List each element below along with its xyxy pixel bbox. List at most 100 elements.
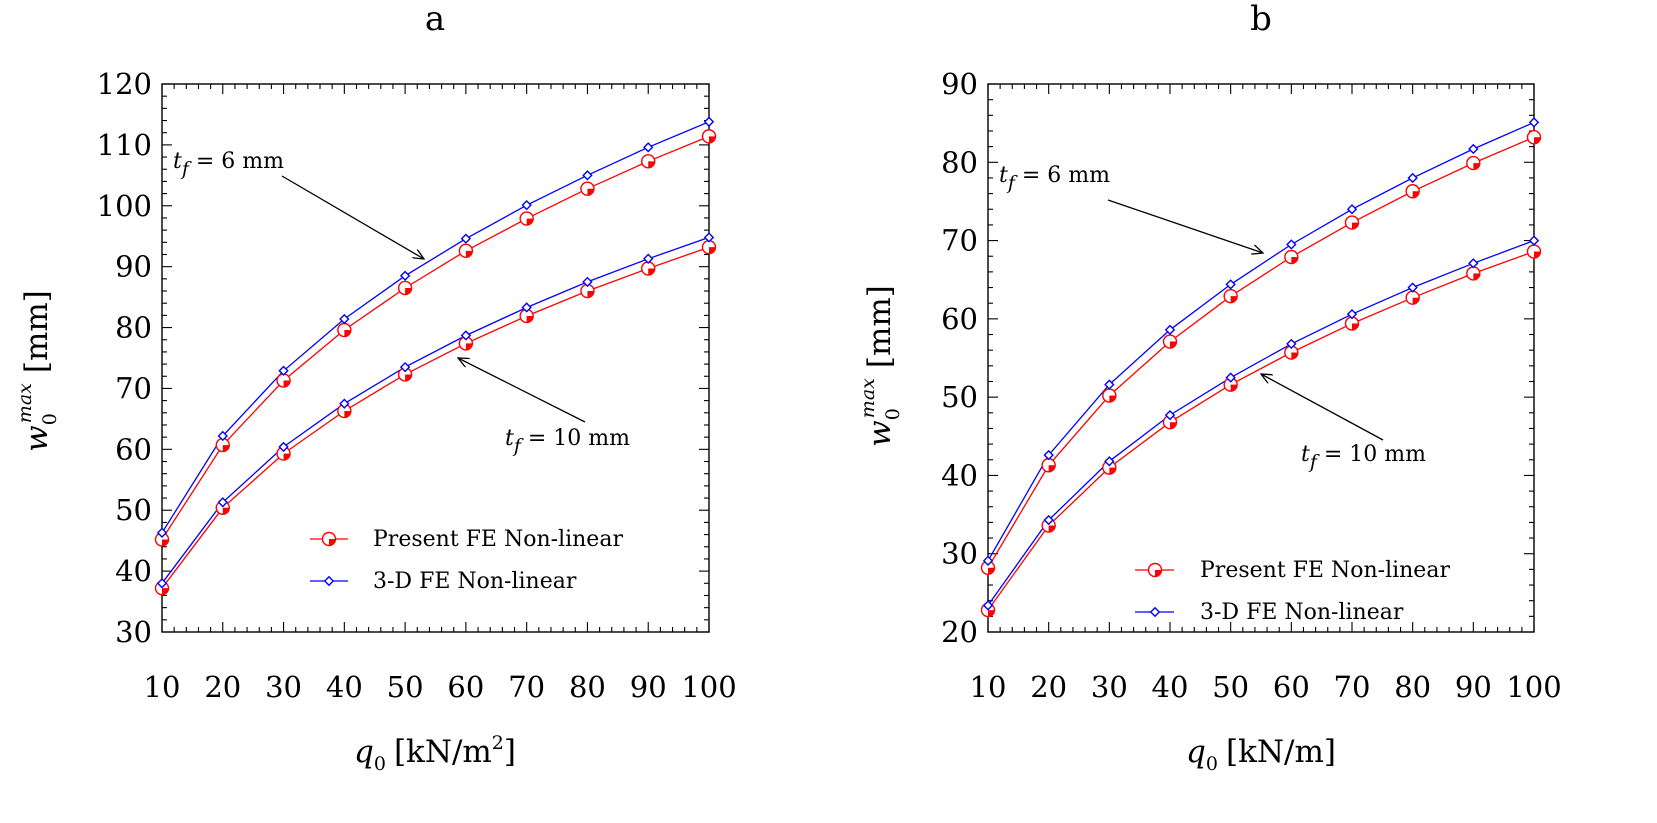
data-point-diamond — [156, 527, 168, 538]
data-point-diamond — [1164, 409, 1176, 421]
x-tick-label: 80 — [569, 670, 606, 704]
y-tick-label: 80 — [115, 311, 152, 345]
data-point-diamond — [1468, 143, 1479, 155]
y-tick-label: 60 — [941, 302, 978, 336]
data-point-diamond — [156, 578, 168, 589]
axis-ticks — [987, 83, 1535, 633]
data-point-diamond — [278, 441, 289, 453]
data-point-diamond — [582, 170, 593, 181]
arrow-tf-6mm — [1107, 199, 1263, 253]
data-point-circle — [337, 322, 352, 338]
data-point-circle — [337, 403, 352, 419]
chart-panel-a: a 30 40 50 60 70 80 90 100 110 120 10 20 30 40 50 60 70… — [14, 0, 737, 775]
x-tick-label: 90 — [1455, 670, 1492, 704]
data-point-diamond — [1528, 235, 1540, 246]
data-point-diamond — [1468, 258, 1479, 269]
annotation-tf-6mm: tf = 6 mm — [173, 149, 284, 180]
data-point-diamond — [521, 302, 532, 313]
data-point-diamond — [460, 330, 472, 341]
data-point-diamond — [703, 116, 715, 127]
x-tick-label: 50 — [387, 670, 424, 704]
data-point-circle — [276, 446, 291, 461]
data-point-diamond — [1286, 338, 1297, 350]
data-point-diamond — [582, 276, 593, 288]
data-point-circle — [1526, 244, 1542, 259]
legend: Present FE Non-linear 3-D FE Non-linear — [310, 527, 623, 594]
data-point-diamond — [643, 142, 654, 153]
annotation-tf-6mm: tf = 6 mm — [999, 163, 1110, 194]
data-point-diamond — [1528, 117, 1540, 128]
data-series — [980, 117, 1542, 618]
y-tick-label: 40 — [941, 458, 978, 492]
data-point-diamond — [217, 430, 228, 442]
y-tick-label: 40 — [115, 554, 152, 588]
legend-diamond-symbol — [1149, 606, 1161, 618]
data-point-diamond — [1407, 282, 1418, 293]
series-line — [987, 239, 1535, 606]
legend-marker-present — [321, 531, 337, 547]
data-point-diamond — [399, 361, 411, 373]
x-tick-label: 20 — [1030, 670, 1067, 704]
y-axis-title: w0max[mm] — [14, 290, 61, 452]
data-point-diamond — [1043, 514, 1054, 526]
plot-frame — [161, 83, 710, 633]
series-line — [987, 136, 1535, 569]
data-point-diamond — [1225, 279, 1236, 290]
y-axis-title: w0max[mm] — [857, 285, 904, 447]
data-point-diamond — [460, 233, 472, 244]
data-point-diamond — [1286, 239, 1297, 250]
legend-label-3d: 3-D FE Non-linear — [373, 569, 577, 594]
data-point-diamond — [1104, 379, 1115, 390]
y-tick-labels: 30 40 50 60 70 80 90 100 110 120 — [97, 67, 152, 649]
series-line — [161, 236, 710, 584]
data-point-circle — [519, 211, 534, 226]
y-tick-label: 30 — [941, 537, 978, 571]
x-tick-label: 20 — [204, 670, 241, 704]
x-axis-title: q0 [kN/m] — [1186, 734, 1336, 775]
legend-label-3d: 3-D FE Non-linear — [1200, 600, 1404, 625]
y-tick-label: 120 — [97, 67, 152, 101]
data-point-circle — [458, 243, 474, 259]
x-tick-label: 80 — [1394, 670, 1431, 704]
x-tick-label: 70 — [1334, 670, 1371, 704]
annotation-tf-10mm: tf = 10 mm — [1301, 442, 1426, 473]
panel-title: b — [1250, 0, 1272, 39]
annotation-tf-10mm: tf = 10 mm — [505, 426, 630, 457]
y-tick-label: 100 — [97, 189, 152, 223]
chart-panel-b: b 20 30 40 50 60 70 80 90 10 20 30 40 50 60 70 80 90 100… — [857, 0, 1562, 775]
series-line — [987, 250, 1535, 611]
legend-circle-symbol — [321, 531, 337, 547]
data-point-circle — [458, 336, 474, 351]
legend-label-present: Present FE Non-linear — [373, 527, 623, 552]
data-series — [154, 116, 717, 596]
legend-marker-3d — [1149, 606, 1161, 618]
x-tick-label: 10 — [970, 670, 1007, 704]
y-tick-label: 70 — [941, 224, 978, 258]
x-tick-labels: 10 20 30 40 50 60 70 80 90 100 — [144, 670, 737, 704]
y-tick-label: 70 — [115, 371, 152, 405]
y-tick-label: 90 — [941, 67, 978, 101]
data-point-circle — [215, 437, 230, 453]
x-tick-label: 30 — [1091, 670, 1128, 704]
y-tick-label: 30 — [115, 615, 152, 649]
y-tick-label: 50 — [941, 380, 978, 414]
x-tick-label: 50 — [1212, 670, 1249, 704]
data-point-diamond — [643, 253, 654, 264]
arrow-tf-10mm — [1261, 374, 1384, 441]
data-point-circle — [1344, 215, 1360, 230]
legend: Present FE Non-linear 3-D FE Non-linear — [1135, 558, 1450, 625]
data-point-diamond — [278, 365, 289, 376]
data-point-circle — [1466, 155, 1481, 171]
arrow-tf-10mm — [458, 358, 586, 423]
panel-title: a — [425, 0, 445, 39]
data-point-diamond — [521, 199, 532, 211]
x-axis-title: q0 [kN/m2] — [354, 732, 516, 775]
y-tick-label: 90 — [115, 250, 152, 284]
data-point-circle — [641, 261, 656, 276]
x-tick-label: 30 — [265, 670, 302, 704]
y-tick-label: 80 — [941, 145, 978, 179]
y-tick-label: 50 — [115, 493, 152, 527]
x-tick-label: 40 — [1152, 670, 1189, 704]
legend-label-present: Present FE Non-linear — [1200, 558, 1450, 583]
